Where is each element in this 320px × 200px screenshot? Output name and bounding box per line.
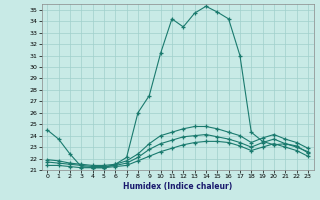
X-axis label: Humidex (Indice chaleur): Humidex (Indice chaleur) xyxy=(123,182,232,191)
